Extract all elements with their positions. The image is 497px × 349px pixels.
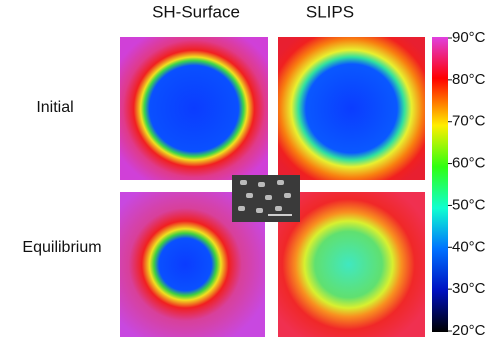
row-label: Equilibrium	[22, 239, 101, 256]
colorbar-label: 40°C	[452, 238, 486, 255]
column-header: SLIPS	[306, 2, 354, 21]
colorbar-label: 90°C	[452, 29, 486, 46]
figure: SH-Surface SLIPS Initial Equilibrium 90°…	[0, 0, 497, 349]
thermal-image	[120, 37, 268, 180]
thermal-image	[278, 192, 425, 337]
sem-inset	[232, 175, 300, 222]
colorbar-label: 80°C	[452, 71, 486, 88]
row-label: Initial	[36, 99, 73, 116]
thermal-image	[278, 37, 425, 180]
colorbar-ticks: 90°C 80°C 70°C 60°C 50°C 40°C 30°C 20°C	[448, 29, 486, 339]
colorbar-label: 70°C	[452, 113, 486, 130]
colorbar	[432, 37, 448, 332]
colorbar-label: 50°C	[452, 196, 486, 213]
colorbar-label: 20°C	[452, 322, 486, 339]
colorbar-label: 60°C	[452, 155, 486, 172]
colorbar-label: 30°C	[452, 280, 486, 297]
column-header: SH-Surface	[152, 2, 240, 21]
